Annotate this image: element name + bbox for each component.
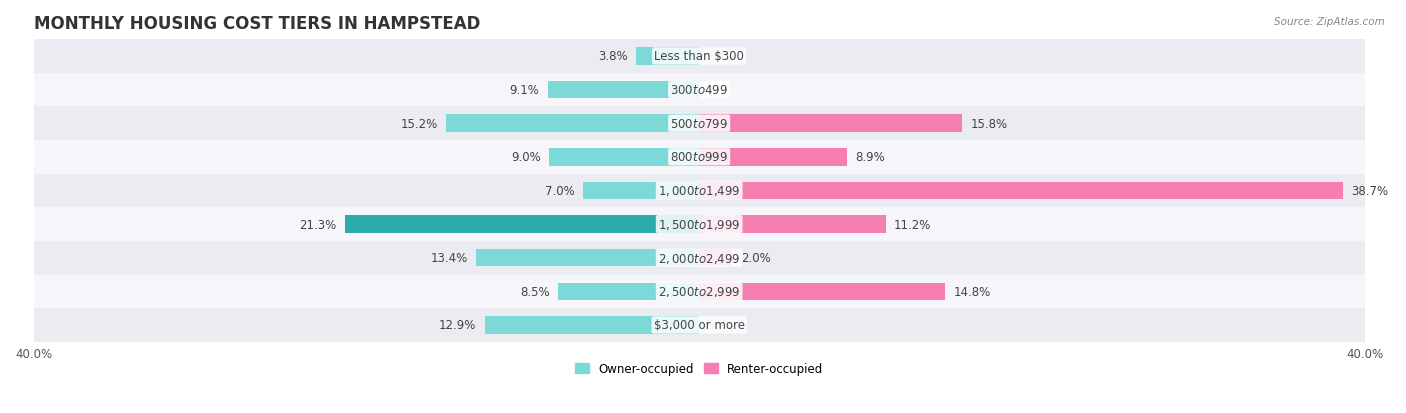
Text: $300 to $499: $300 to $499 bbox=[671, 84, 728, 97]
Text: 15.2%: 15.2% bbox=[401, 117, 437, 131]
Bar bbox=[34, 275, 1365, 309]
Text: Less than $300: Less than $300 bbox=[654, 50, 744, 63]
Bar bbox=[34, 141, 1365, 174]
Bar bbox=[34, 241, 1365, 275]
Bar bbox=[34, 107, 1365, 141]
Bar bbox=[582, 182, 699, 200]
Bar bbox=[344, 216, 699, 233]
Bar bbox=[699, 149, 848, 166]
Bar bbox=[699, 115, 962, 133]
Bar bbox=[699, 283, 945, 300]
Text: 9.1%: 9.1% bbox=[509, 84, 540, 97]
Text: 14.8%: 14.8% bbox=[953, 285, 991, 298]
Text: 38.7%: 38.7% bbox=[1351, 185, 1389, 197]
Bar bbox=[34, 40, 1365, 74]
Text: 21.3%: 21.3% bbox=[299, 218, 336, 231]
Bar bbox=[558, 283, 699, 300]
Text: $1,000 to $1,499: $1,000 to $1,499 bbox=[658, 184, 741, 198]
Text: MONTHLY HOUSING COST TIERS IN HAMPSTEAD: MONTHLY HOUSING COST TIERS IN HAMPSTEAD bbox=[34, 15, 479, 33]
Legend: Owner-occupied, Renter-occupied: Owner-occupied, Renter-occupied bbox=[575, 362, 824, 375]
Text: 8.9%: 8.9% bbox=[856, 151, 886, 164]
Text: $1,500 to $1,999: $1,500 to $1,999 bbox=[658, 218, 741, 232]
Text: $800 to $999: $800 to $999 bbox=[671, 151, 728, 164]
Bar bbox=[699, 249, 733, 267]
Text: $500 to $799: $500 to $799 bbox=[671, 117, 728, 131]
Text: 7.0%: 7.0% bbox=[544, 185, 575, 197]
Text: $2,000 to $2,499: $2,000 to $2,499 bbox=[658, 251, 741, 265]
Text: 8.5%: 8.5% bbox=[520, 285, 550, 298]
Text: 15.8%: 15.8% bbox=[970, 117, 1008, 131]
Bar bbox=[34, 174, 1365, 208]
Bar bbox=[34, 208, 1365, 241]
Text: $2,500 to $2,999: $2,500 to $2,999 bbox=[658, 285, 741, 299]
Bar bbox=[699, 182, 1343, 200]
Bar bbox=[34, 74, 1365, 107]
Bar bbox=[636, 48, 699, 66]
Text: 3.8%: 3.8% bbox=[598, 50, 627, 63]
Text: 2.0%: 2.0% bbox=[741, 252, 770, 265]
Bar bbox=[550, 149, 699, 166]
Text: 11.2%: 11.2% bbox=[894, 218, 931, 231]
Bar bbox=[477, 249, 699, 267]
Text: 9.0%: 9.0% bbox=[512, 151, 541, 164]
Bar bbox=[548, 82, 699, 99]
Bar bbox=[485, 316, 699, 334]
Bar bbox=[34, 309, 1365, 342]
Bar bbox=[446, 115, 699, 133]
Text: 12.9%: 12.9% bbox=[439, 319, 477, 332]
Text: 13.4%: 13.4% bbox=[430, 252, 468, 265]
Text: Source: ZipAtlas.com: Source: ZipAtlas.com bbox=[1274, 17, 1385, 26]
Bar bbox=[699, 216, 886, 233]
Text: $3,000 or more: $3,000 or more bbox=[654, 319, 745, 332]
